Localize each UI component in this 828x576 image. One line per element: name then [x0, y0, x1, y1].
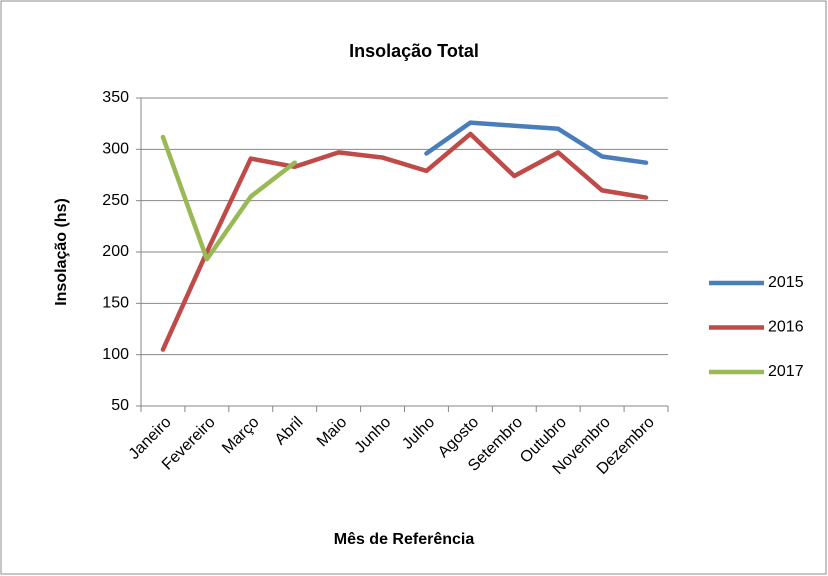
legend-label: 2016: [768, 319, 804, 336]
y-axis-title: Insolação (hs): [53, 198, 70, 306]
chart-title: Insolação Total: [349, 41, 479, 61]
y-tick-label: 350: [102, 89, 129, 106]
series-line: [160, 131, 649, 352]
series-line: [424, 120, 649, 165]
y-tick-label: 50: [111, 397, 129, 414]
y-tick-label: 150: [102, 295, 129, 312]
series-line: [160, 134, 297, 262]
y-tick-label: 100: [102, 346, 129, 363]
legend-label: 2017: [768, 363, 804, 380]
x-axis-title: Mês de Referência: [334, 531, 475, 548]
y-tick-label: 250: [102, 192, 129, 209]
legend-label: 2015: [768, 274, 804, 291]
y-tick-label: 200: [102, 243, 129, 260]
y-tick-label: 300: [102, 141, 129, 158]
